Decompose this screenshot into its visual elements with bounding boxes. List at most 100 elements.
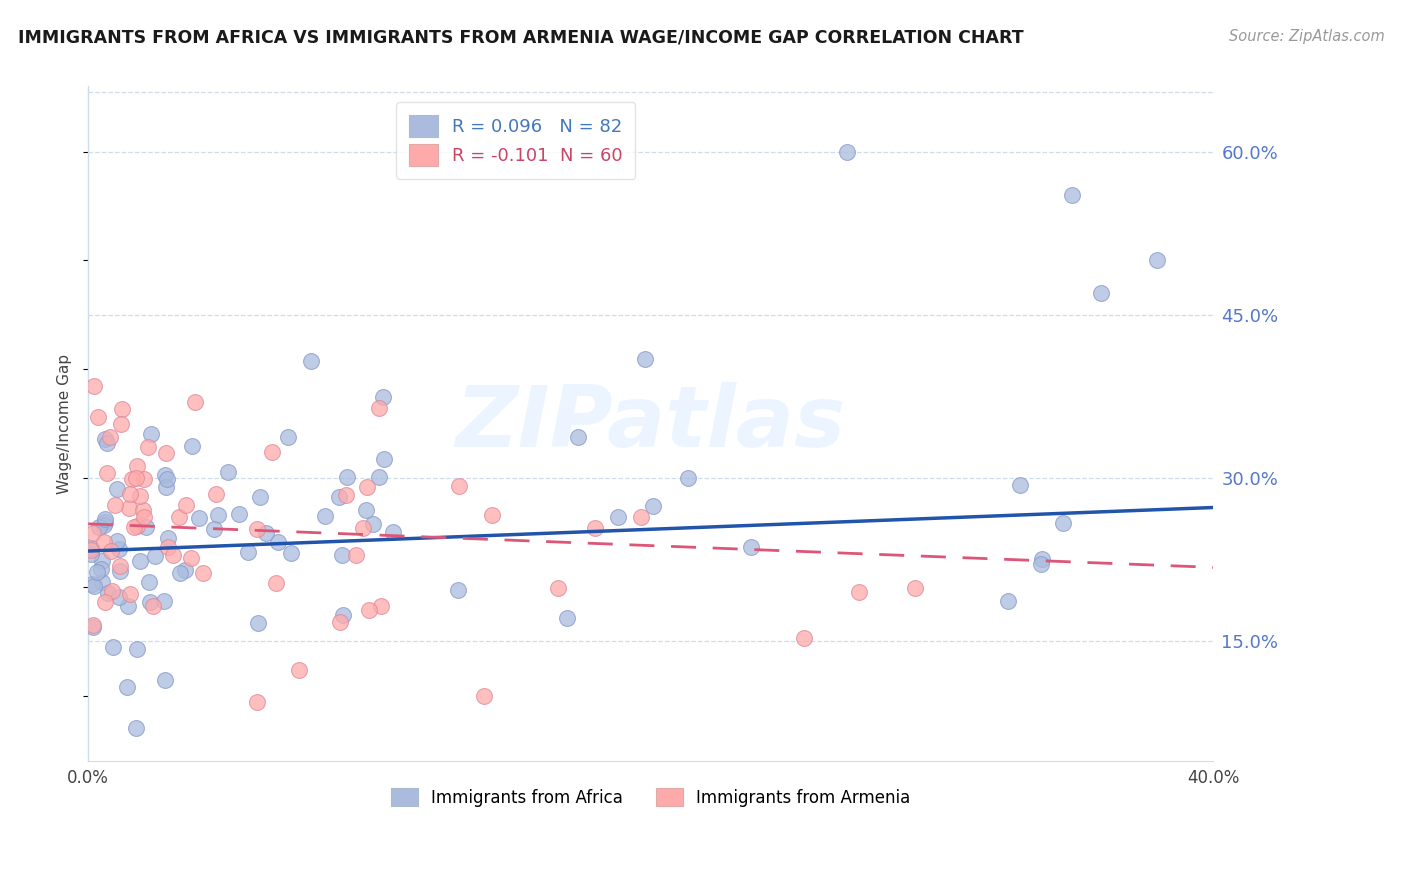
Point [153,594,176,608]
Point [346,548,368,562]
Point [155,479,177,493]
Point [904,581,927,595]
Point [1052,516,1074,530]
Point [555,611,578,625]
Point [101,584,124,599]
Point [125,722,148,736]
Point [267,535,290,549]
Point [249,490,271,504]
Point [108,564,131,578]
Point [87,409,110,424]
Point [131,503,153,517]
Point [180,551,202,566]
Point [135,520,157,534]
Point [82,618,104,632]
Point [793,631,815,645]
Point [94,595,117,609]
Point [132,472,155,486]
Point [80,547,103,561]
Point [246,615,269,630]
Point [153,673,176,687]
Point [246,522,269,536]
Point [157,540,180,554]
Legend: Immigrants from Africa, Immigrants from Armenia: Immigrants from Africa, Immigrants from … [384,781,917,814]
Point [134,510,156,524]
Point [361,517,384,532]
Point [82,526,104,541]
Point [1008,478,1031,492]
Point [139,427,162,442]
Point [328,490,350,504]
Point [91,554,114,568]
Point [120,487,142,501]
Point [676,470,699,484]
Point [357,603,380,617]
Point [125,459,148,474]
Point [93,517,115,532]
Point [89,520,111,534]
Point [191,566,214,580]
Point [136,440,159,454]
Point [583,521,606,535]
Point [314,508,336,523]
Point [368,470,391,484]
Point [266,576,288,591]
Point [370,599,392,613]
Point [547,581,569,595]
Point [80,541,103,556]
Point [122,519,145,533]
Point [280,546,302,560]
Text: IMMIGRANTS FROM AFRICA VS IMMIGRANTS FROM ARMENIA WAGE/INCOME GAP CORRELATION CH: IMMIGRANTS FROM AFRICA VS IMMIGRANTS FRO… [18,29,1024,46]
Point [567,430,589,444]
Point [108,559,131,574]
Point [156,472,179,486]
Point [371,390,394,404]
Point [643,500,665,514]
Point [354,503,377,517]
Point [301,353,323,368]
Point [142,599,165,614]
Point [94,432,117,446]
Point [169,566,191,580]
Point [128,554,150,568]
Point [107,542,129,557]
Point [205,487,228,501]
Point [336,469,359,483]
Point [332,608,354,623]
Point [80,542,103,557]
Point [174,499,197,513]
Point [997,593,1019,607]
Point [117,599,139,613]
Point [105,482,128,496]
Point [83,378,105,392]
Point [86,565,108,579]
Point [352,521,374,535]
Point [125,518,148,533]
Point [127,642,149,657]
Point [481,508,503,523]
Text: ZIPatlas: ZIPatlas [456,382,846,466]
Point [103,640,125,655]
Point [167,509,190,524]
Point [381,525,404,540]
Point [260,444,283,458]
Point [217,465,239,479]
Point [97,586,120,600]
Point [472,689,495,703]
Point [330,548,353,562]
Point [174,564,197,578]
Point [91,574,114,589]
Point [1031,552,1053,566]
Point [98,430,121,444]
Point [93,534,115,549]
Point [83,579,105,593]
Point [115,680,138,694]
Point [288,663,311,677]
Point [129,489,152,503]
Point [246,695,269,709]
Point [111,402,134,417]
Point [329,615,352,629]
Point [110,417,132,432]
Point [107,590,129,604]
Point [740,540,762,554]
